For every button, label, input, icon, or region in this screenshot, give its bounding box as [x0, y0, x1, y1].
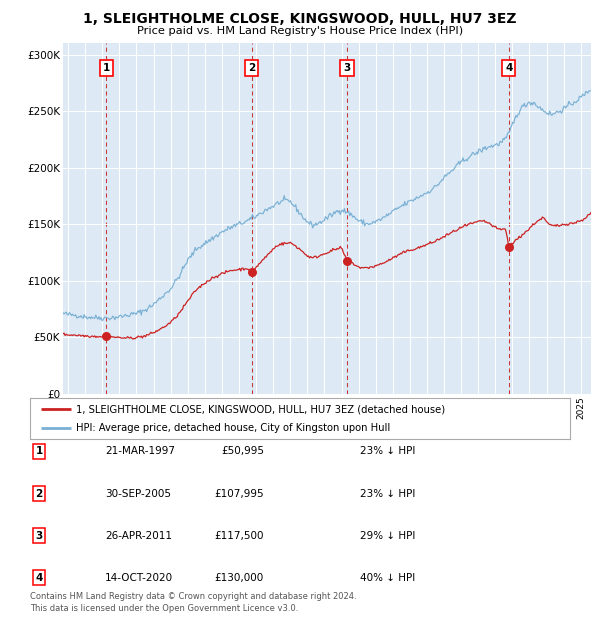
Text: 26-APR-2011: 26-APR-2011 — [105, 531, 172, 541]
Text: 21-MAR-1997: 21-MAR-1997 — [105, 446, 175, 456]
Text: 4: 4 — [505, 63, 512, 73]
Text: This data is licensed under the Open Government Licence v3.0.: This data is licensed under the Open Gov… — [30, 604, 298, 613]
Text: 30-SEP-2005: 30-SEP-2005 — [105, 489, 171, 498]
Text: 2: 2 — [248, 63, 256, 73]
Text: Contains HM Land Registry data © Crown copyright and database right 2024.: Contains HM Land Registry data © Crown c… — [30, 592, 356, 601]
Text: 1: 1 — [103, 63, 110, 73]
Text: 23% ↓ HPI: 23% ↓ HPI — [360, 446, 415, 456]
Text: £130,000: £130,000 — [215, 573, 264, 583]
Text: 3: 3 — [343, 63, 350, 73]
Text: HPI: Average price, detached house, City of Kingston upon Hull: HPI: Average price, detached house, City… — [76, 423, 390, 433]
Text: £117,500: £117,500 — [215, 531, 264, 541]
Text: 29% ↓ HPI: 29% ↓ HPI — [360, 531, 415, 541]
Text: 23% ↓ HPI: 23% ↓ HPI — [360, 489, 415, 498]
Text: 4: 4 — [35, 573, 43, 583]
Text: Price paid vs. HM Land Registry's House Price Index (HPI): Price paid vs. HM Land Registry's House … — [137, 26, 463, 36]
Text: £107,995: £107,995 — [214, 489, 264, 498]
Text: 1, SLEIGHTHOLME CLOSE, KINGSWOOD, HULL, HU7 3EZ (detached house): 1, SLEIGHTHOLME CLOSE, KINGSWOOD, HULL, … — [76, 404, 445, 414]
Text: 1: 1 — [35, 446, 43, 456]
Text: 2: 2 — [35, 489, 43, 498]
Text: 3: 3 — [35, 531, 43, 541]
Text: 40% ↓ HPI: 40% ↓ HPI — [360, 573, 415, 583]
Text: 14-OCT-2020: 14-OCT-2020 — [105, 573, 173, 583]
Text: 1, SLEIGHTHOLME CLOSE, KINGSWOOD, HULL, HU7 3EZ: 1, SLEIGHTHOLME CLOSE, KINGSWOOD, HULL, … — [83, 12, 517, 27]
Text: £50,995: £50,995 — [221, 446, 264, 456]
